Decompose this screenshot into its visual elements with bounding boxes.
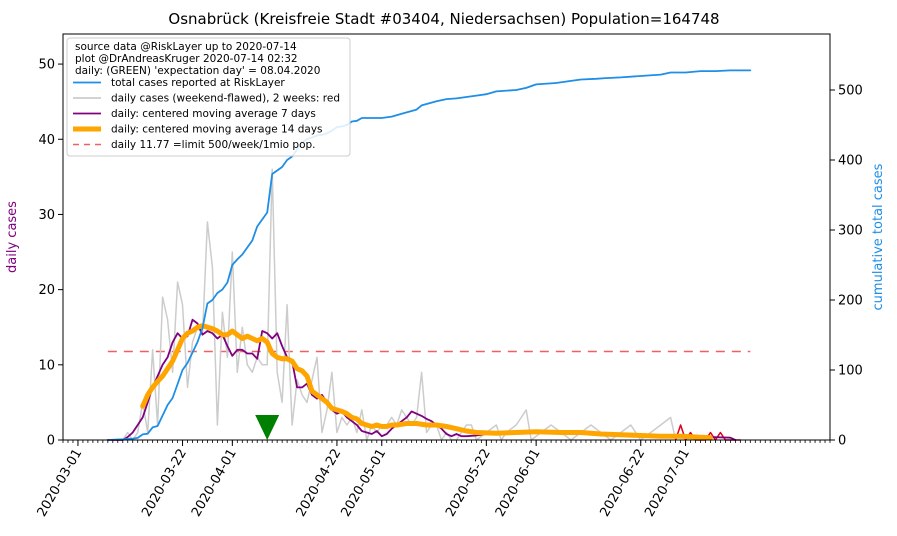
x-tick-label: 2020-03-22 xyxy=(139,447,190,520)
x-tick-label: 2020-06-01 xyxy=(493,447,544,520)
series-line-daily_raw xyxy=(107,168,677,441)
y-tick-label-left: 10 xyxy=(38,358,55,373)
x-tick-label: 2020-05-01 xyxy=(338,447,389,520)
legend-label-total: total cases reported at RiskLayer xyxy=(111,77,285,89)
legend-label-ma14: daily: centered moving average 14 days xyxy=(111,124,323,136)
y-tick-label-left: 30 xyxy=(38,208,55,223)
series-line-ma14 xyxy=(140,323,713,441)
y-tick-label-right: 300 xyxy=(838,224,863,239)
y-tick-label-right: 400 xyxy=(838,154,863,169)
x-tick-label: 2020-07-01 xyxy=(642,447,693,520)
x-tick-label: 2020-04-22 xyxy=(294,447,345,520)
y-tick-label-right: 0 xyxy=(838,434,846,449)
y-tick-label-right: 200 xyxy=(838,294,863,309)
legend-label-daily_raw: daily cases (weekend-flawed), 2 weeks: r… xyxy=(111,93,340,105)
y-axis-label-left: daily cases xyxy=(5,201,20,273)
y-axis-label-right: cumulative total cases xyxy=(871,163,886,310)
legend-note: daily: (GREEN) 'expectation day' = 08.04… xyxy=(75,65,320,77)
x-tick-label: 2020-04-01 xyxy=(189,447,240,520)
y-tick-label-left: 50 xyxy=(38,58,55,73)
y-tick-label-right: 500 xyxy=(838,84,863,99)
x-tick-label: 2020-05-22 xyxy=(443,446,494,519)
legend-label-limit: daily 11.77 =limit 500/week/1mio pop. xyxy=(111,139,316,151)
y-tick-label-left: 20 xyxy=(38,283,55,298)
legend-box xyxy=(66,37,351,157)
chart-title: Osnabrück (Kreisfreie Stadt #03404, Nied… xyxy=(168,10,719,28)
x-tick-label: 2020-06-22 xyxy=(597,447,648,520)
x-tick-label: 2020-03-01 xyxy=(35,447,86,520)
expectation-day-marker xyxy=(255,415,280,440)
y-tick-label-left: 0 xyxy=(47,434,55,449)
legend: source data @RiskLayer up to 2020-07-14p… xyxy=(66,37,351,157)
legend-label-ma7: daily: centered moving average 7 days xyxy=(111,108,316,120)
y-tick-label-right: 100 xyxy=(838,364,863,379)
y-tick-label-left: 40 xyxy=(38,133,55,148)
legend-note: source data @RiskLayer up to 2020-07-14 xyxy=(75,41,297,53)
legend-note: plot @DrAndreasKruger 2020-07-14 02:32 xyxy=(75,53,298,65)
